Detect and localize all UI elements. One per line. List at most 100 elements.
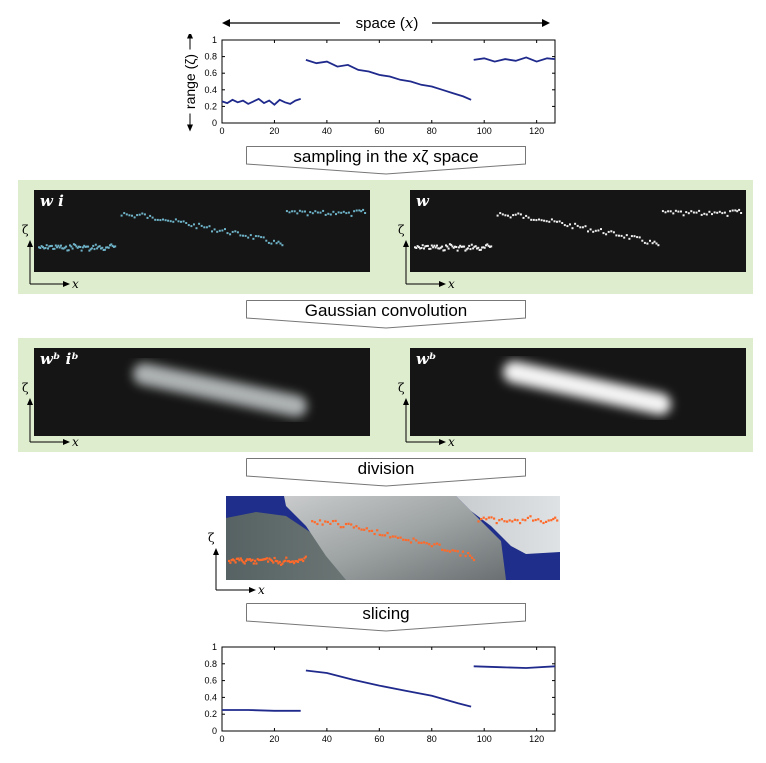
sample-dot bbox=[426, 244, 429, 247]
sample-dot bbox=[93, 248, 96, 251]
sample-dot bbox=[651, 242, 654, 245]
sample-dot bbox=[56, 246, 59, 249]
sample-dot bbox=[329, 522, 332, 525]
sample-dot bbox=[687, 212, 690, 215]
sample-dot bbox=[479, 248, 482, 251]
sample-dot bbox=[290, 560, 293, 563]
zeta-axis-label: ζ bbox=[22, 223, 29, 237]
sample-dot bbox=[477, 246, 480, 249]
sample-dot bbox=[262, 236, 265, 239]
sample-dot bbox=[314, 210, 317, 213]
sample-dot bbox=[463, 245, 466, 248]
sample-dot bbox=[273, 556, 276, 560]
sample-dot bbox=[454, 245, 456, 248]
sample-dot bbox=[251, 558, 254, 561]
y-tick-label: 0.8 bbox=[204, 52, 217, 62]
sample-dot bbox=[285, 210, 288, 213]
sample-dot bbox=[40, 245, 43, 248]
sample-dot bbox=[482, 516, 485, 519]
x-tick-label: 0 bbox=[219, 126, 224, 136]
sample-dot bbox=[457, 246, 460, 249]
sample-dot bbox=[281, 562, 284, 565]
x-tick-label: 120 bbox=[529, 734, 544, 744]
sample-dot bbox=[423, 247, 425, 250]
sample-dot bbox=[167, 219, 170, 222]
sample-dot bbox=[362, 208, 365, 211]
sample-dot bbox=[107, 246, 110, 249]
sample-dot bbox=[105, 246, 108, 249]
sample-dot bbox=[306, 214, 309, 217]
sample-dot bbox=[450, 243, 453, 246]
sample-dot bbox=[177, 220, 180, 223]
sample-dot bbox=[357, 527, 361, 530]
sample-dot bbox=[244, 559, 248, 562]
sample-dot bbox=[516, 519, 519, 522]
sample-dot bbox=[294, 560, 297, 563]
sample-dot bbox=[718, 210, 721, 213]
sample-dot bbox=[435, 542, 439, 545]
sample-dot bbox=[57, 244, 60, 247]
sample-dot bbox=[607, 230, 610, 233]
sample-dot bbox=[391, 535, 394, 538]
sample-dot bbox=[433, 244, 436, 247]
sample-dot bbox=[96, 247, 99, 250]
sample-dot bbox=[657, 244, 660, 247]
sample-dot bbox=[313, 521, 316, 524]
sample-dot bbox=[38, 246, 40, 249]
sample-dot bbox=[360, 528, 363, 531]
sample-dot bbox=[125, 213, 128, 216]
sample-dot bbox=[269, 558, 272, 561]
sample-dot bbox=[332, 210, 335, 213]
sample-dot bbox=[233, 559, 236, 562]
sample-dot bbox=[110, 243, 113, 246]
sample-dot bbox=[672, 212, 675, 215]
sample-dot bbox=[239, 557, 242, 560]
sample-dot bbox=[235, 557, 238, 560]
axis-icon: ζ x bbox=[22, 223, 79, 290]
sample-dot bbox=[190, 225, 193, 228]
sample-dot bbox=[692, 211, 695, 214]
sample-dot bbox=[203, 226, 206, 229]
sample-dot bbox=[80, 249, 83, 252]
sample-dot bbox=[61, 247, 64, 250]
sample-dot bbox=[365, 527, 368, 530]
sample-dot bbox=[625, 234, 628, 237]
y-tick-label: 0.6 bbox=[204, 676, 217, 686]
sample-dot bbox=[430, 244, 433, 247]
sample-dot bbox=[275, 242, 278, 245]
panel-wbib-label: wᵇ iᵇ bbox=[40, 350, 79, 368]
sample-dot bbox=[548, 220, 551, 223]
sample-dot bbox=[419, 247, 422, 250]
sample-dot bbox=[363, 528, 366, 531]
sample-dot bbox=[344, 522, 348, 526]
sample-dot bbox=[434, 246, 437, 249]
sample-dot bbox=[456, 249, 459, 252]
panel-wi-scatter bbox=[38, 208, 367, 252]
svg-text:ζ: ζ bbox=[22, 381, 29, 395]
sample-dot bbox=[643, 241, 646, 244]
series-line bbox=[221, 97, 301, 106]
sample-dot bbox=[257, 235, 260, 238]
sample-dot bbox=[378, 533, 381, 536]
panel-wb-blur bbox=[417, 357, 737, 417]
sample-dot bbox=[302, 559, 305, 563]
sample-dot bbox=[600, 228, 602, 231]
sample-dot bbox=[370, 529, 374, 532]
sample-dot bbox=[304, 210, 306, 213]
sample-dot bbox=[43, 247, 46, 250]
sample-dot bbox=[236, 231, 239, 234]
axis-icon: ζ x bbox=[22, 381, 79, 448]
sample-dot bbox=[513, 518, 516, 521]
sample-dot bbox=[296, 212, 299, 215]
sample-dot bbox=[488, 245, 491, 248]
sample-dot bbox=[682, 214, 685, 217]
sample-dot bbox=[428, 543, 431, 546]
sample-dot bbox=[151, 216, 154, 219]
panel-wbib-blur bbox=[46, 359, 363, 417]
step-slicing: slicing bbox=[246, 603, 526, 632]
sample-dot bbox=[480, 518, 483, 521]
sample-dot bbox=[85, 245, 88, 248]
sample-dot bbox=[277, 562, 280, 565]
sample-dot bbox=[228, 559, 231, 563]
sample-dot bbox=[500, 518, 503, 521]
